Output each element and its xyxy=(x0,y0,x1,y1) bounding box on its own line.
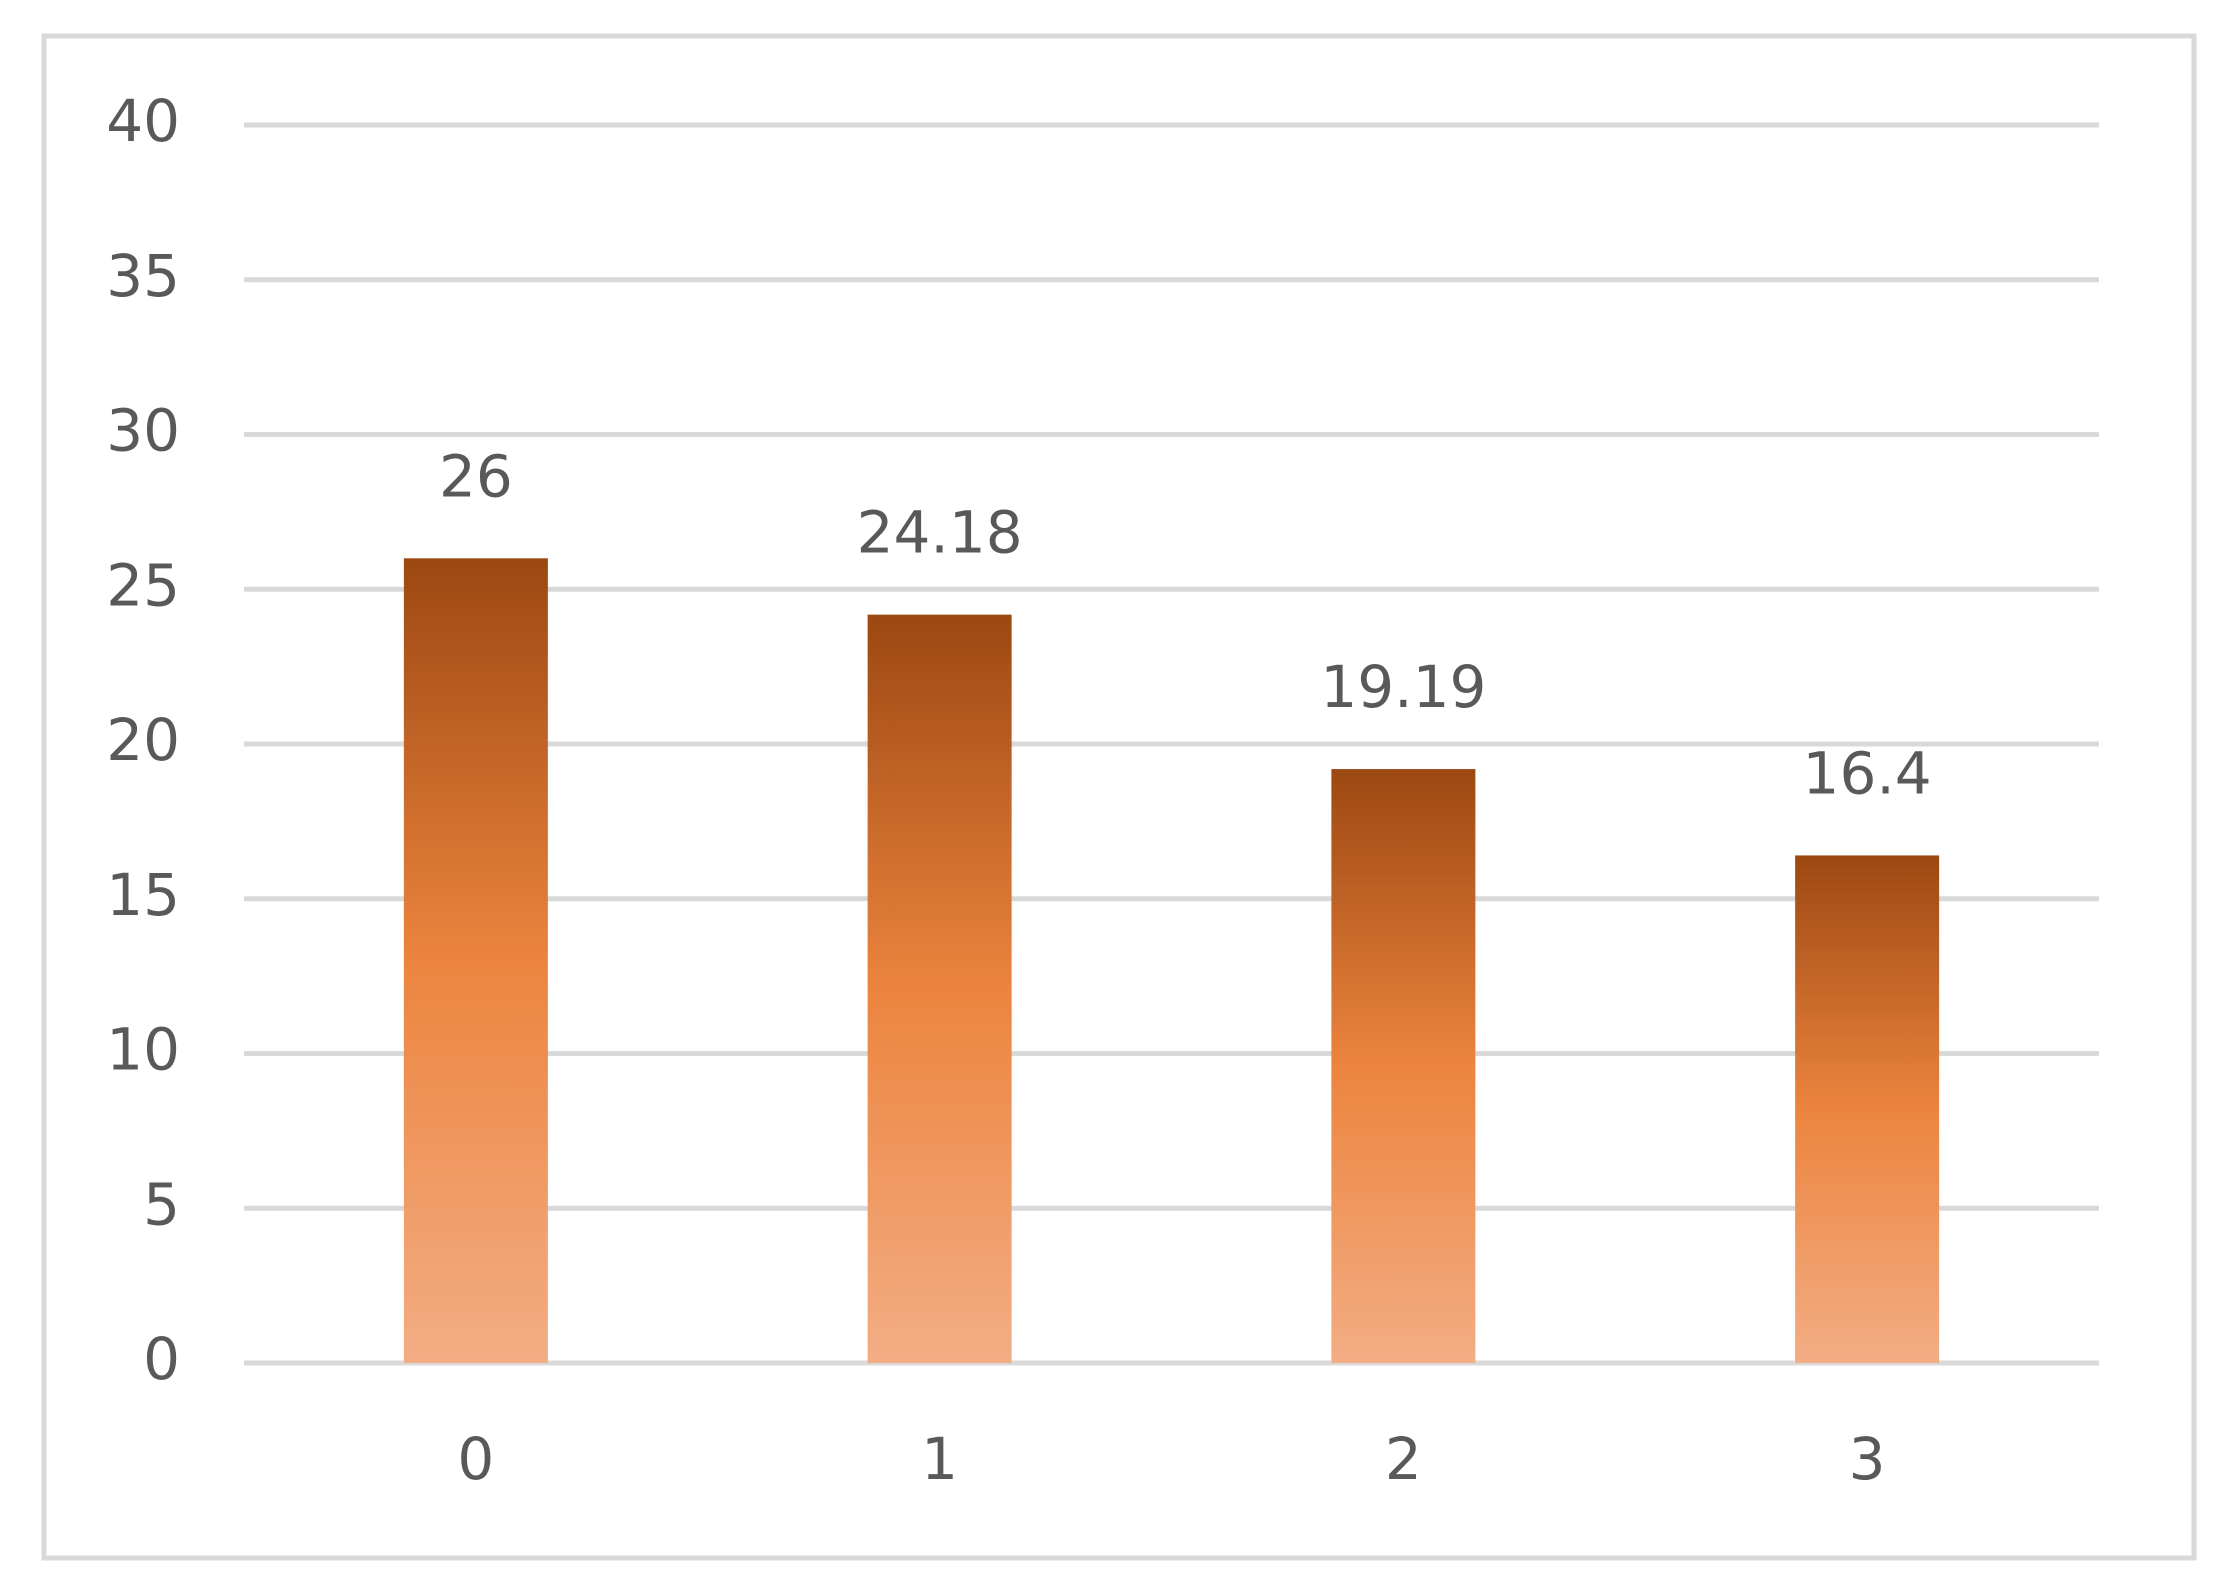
data-label: 16.4 xyxy=(1803,740,1932,808)
x-tick-label: 1 xyxy=(921,1425,958,1493)
data-label: 24.18 xyxy=(857,499,1023,567)
bar xyxy=(1331,769,1476,1363)
bar xyxy=(1795,855,1940,1363)
y-tick-label: 5 xyxy=(143,1170,180,1238)
y-tick-label: 0 xyxy=(143,1325,180,1393)
bar xyxy=(403,558,548,1363)
y-tick-label: 20 xyxy=(106,706,180,774)
y-tick-label: 35 xyxy=(106,242,180,310)
y-tick-label: 25 xyxy=(106,551,180,619)
data-label: 19.19 xyxy=(1320,653,1486,721)
x-tick-label: 3 xyxy=(1849,1425,1886,1493)
y-tick-label: 30 xyxy=(106,397,180,465)
x-tick-label: 2 xyxy=(1385,1425,1422,1493)
y-tick-label: 15 xyxy=(106,861,180,929)
y-tick-label: 40 xyxy=(106,87,180,155)
data-label: 26 xyxy=(439,442,513,510)
x-tick-label: 0 xyxy=(457,1425,494,1493)
y-tick-label: 10 xyxy=(106,1016,180,1084)
bar xyxy=(867,614,1012,1363)
